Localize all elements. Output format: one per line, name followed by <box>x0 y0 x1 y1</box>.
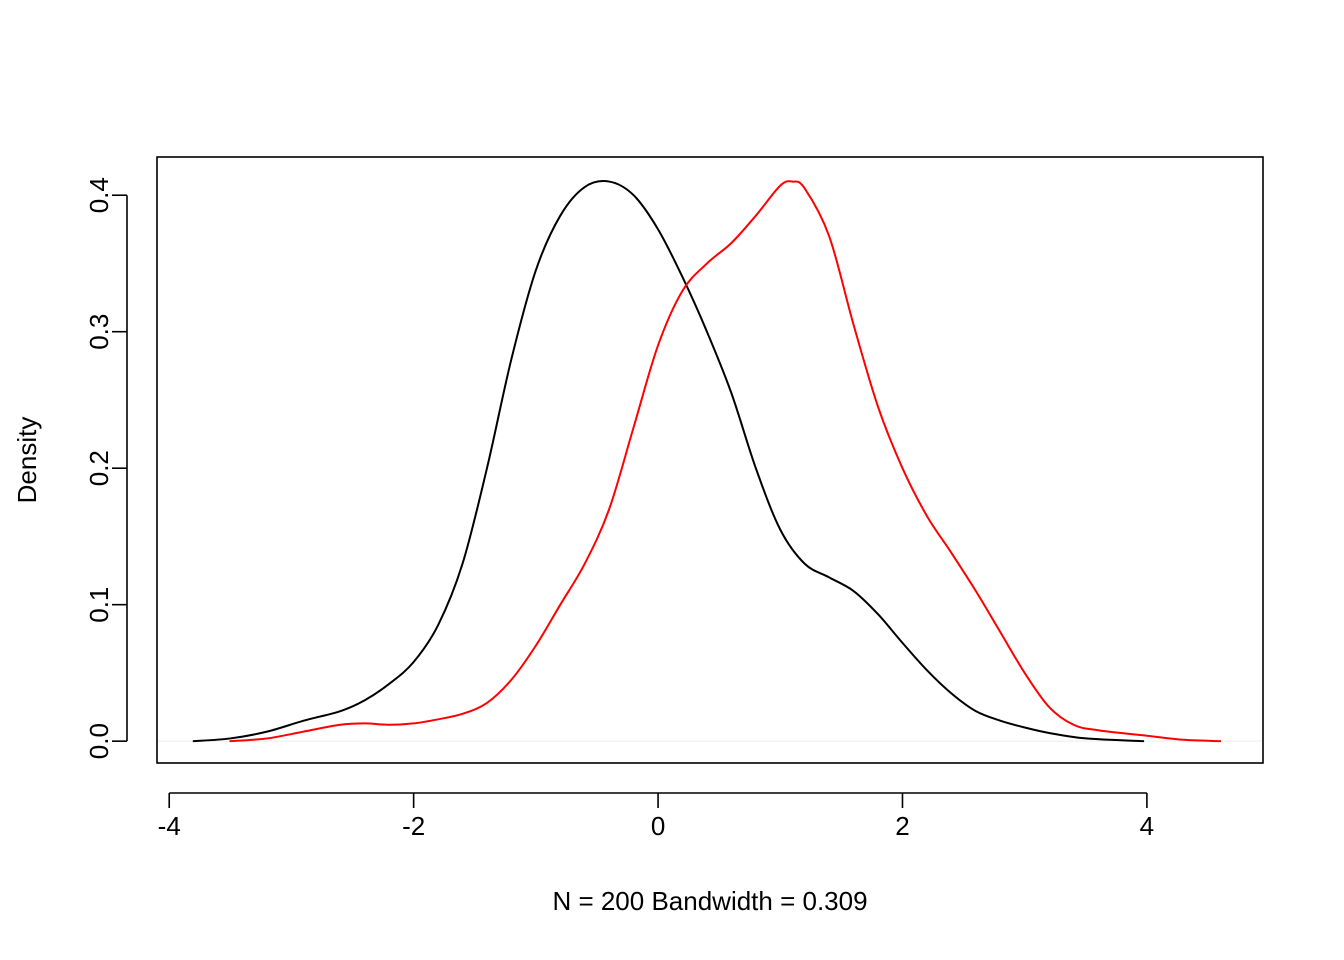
y-tick-label: 0.1 <box>84 587 114 623</box>
x-tick-label: -4 <box>158 811 181 841</box>
y-axis: 0.0 0.1 0.2 0.3 0.4 <box>84 177 128 759</box>
y-tick-label: 0.2 <box>84 450 114 486</box>
plot-frame <box>156 156 1264 764</box>
x-tick-label: -2 <box>402 811 425 841</box>
x-axis-label: N = 200 Bandwidth = 0.309 <box>552 886 867 916</box>
y-tick-label: 0.3 <box>84 314 114 350</box>
series-layer <box>192 180 1222 743</box>
y-tick-label: 0.4 <box>84 177 114 213</box>
density-curve-2 <box>229 180 1222 743</box>
y-axis-label: Density <box>12 417 42 504</box>
y-tick-label: 0.0 <box>84 723 114 759</box>
x-tick-label: 2 <box>895 811 909 841</box>
density-curve-1 <box>192 180 1145 743</box>
x-axis: -4 -2 0 2 4 <box>158 792 1154 841</box>
x-tick-label: 4 <box>1140 811 1154 841</box>
x-tick-label: 0 <box>651 811 665 841</box>
